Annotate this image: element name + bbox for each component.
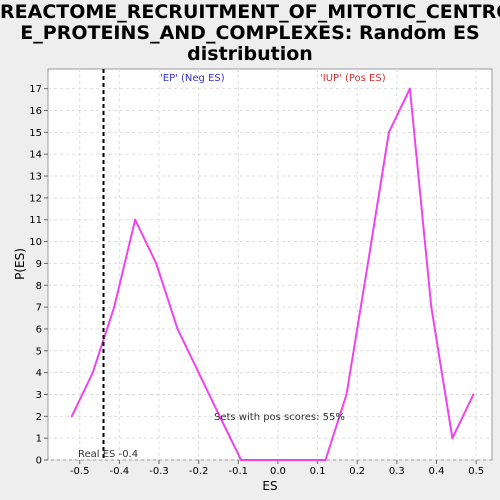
x-tick-label: 0.4	[429, 466, 445, 477]
y-tick-label: 4	[36, 368, 42, 379]
y-tick-label: 6	[36, 324, 42, 335]
chart-title: REACTOME_RECRUITMENT_OF_MITOTIC_CENTROSO…	[0, 1, 500, 65]
neg-es-label: 'EP' (Neg ES)	[160, 73, 225, 84]
y-tick-label: 0	[36, 456, 42, 467]
series-line	[70, 87, 475, 461]
x-tick-label: -0.2	[189, 466, 209, 477]
grid	[48, 69, 492, 461]
y-tick-label: 9	[36, 259, 42, 270]
annotations: Real ES -0.4 'EP' (Neg ES) 'IUP' (Pos ES) S…	[78, 69, 386, 460]
y-tick-label: 17	[29, 84, 42, 95]
data-point	[345, 393, 348, 396]
y-tick-label: 8	[36, 281, 42, 292]
y-tick-label: 3	[36, 390, 42, 401]
y-tick-label: 7	[36, 303, 42, 314]
data-point	[472, 393, 475, 396]
data-point	[408, 87, 411, 90]
data-point	[155, 262, 158, 265]
data-point	[91, 371, 94, 374]
y-tick-label: 2	[36, 412, 42, 423]
x-tick-label: -0.1	[229, 466, 249, 477]
x-tick-label: 0.1	[310, 466, 326, 477]
data-point	[282, 459, 285, 461]
x-tick-label: -0.5	[70, 466, 90, 477]
x-tick-label: 0.0	[270, 466, 286, 477]
y-tick-label: 15	[29, 128, 42, 139]
y-tick-label: 12	[29, 193, 42, 204]
x-tick-label: -0.3	[149, 466, 169, 477]
y-tick-label: 11	[29, 215, 42, 226]
y-tick-label: 10	[29, 237, 42, 248]
data-point	[176, 327, 179, 330]
data-point	[240, 459, 243, 461]
data-point	[303, 459, 306, 461]
real-es-label: Real ES -0.4	[78, 449, 138, 460]
series-layer	[70, 87, 475, 461]
y-tick-label: 5	[36, 346, 42, 357]
pos-score-text: Sets with pos scores: 55%	[214, 412, 345, 423]
data-point	[366, 262, 369, 265]
x-tick-label: 0.3	[389, 466, 405, 477]
data-point	[451, 437, 454, 440]
data-point	[387, 131, 390, 134]
data-point	[70, 415, 73, 418]
y-tick-label: 1	[36, 434, 42, 445]
y-tick-label: 13	[29, 172, 42, 183]
plot-area	[47, 68, 493, 461]
pos-es-label: 'IUP' (Pos ES)	[320, 73, 386, 84]
y-axis-title: P(ES)	[13, 248, 27, 280]
data-point	[324, 459, 327, 461]
data-point	[261, 459, 264, 461]
data-point	[197, 371, 200, 374]
x-axis-title: ES	[262, 479, 277, 493]
y-tick-label: 16	[29, 106, 42, 117]
data-point	[134, 218, 137, 221]
x-tick-label: -0.4	[110, 466, 130, 477]
x-tick-label: 0.2	[349, 466, 365, 477]
y-tick-label: 14	[29, 150, 42, 161]
x-tick-label: 0.5	[468, 466, 484, 477]
data-point	[113, 306, 116, 309]
data-point	[430, 306, 433, 309]
data-point	[218, 415, 221, 418]
